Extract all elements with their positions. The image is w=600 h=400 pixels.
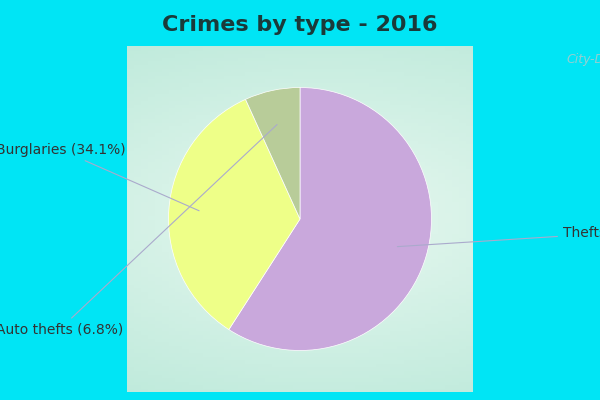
Wedge shape	[245, 88, 300, 219]
Text: City-Data.com: City-Data.com	[567, 53, 600, 66]
Text: Crimes by type - 2016: Crimes by type - 2016	[162, 15, 438, 35]
Text: Thefts (59.1%): Thefts (59.1%)	[397, 226, 600, 247]
Text: Auto thefts (6.8%): Auto thefts (6.8%)	[0, 124, 277, 337]
Wedge shape	[229, 88, 431, 350]
Text: Burglaries (34.1%): Burglaries (34.1%)	[0, 143, 199, 211]
Wedge shape	[169, 99, 300, 330]
